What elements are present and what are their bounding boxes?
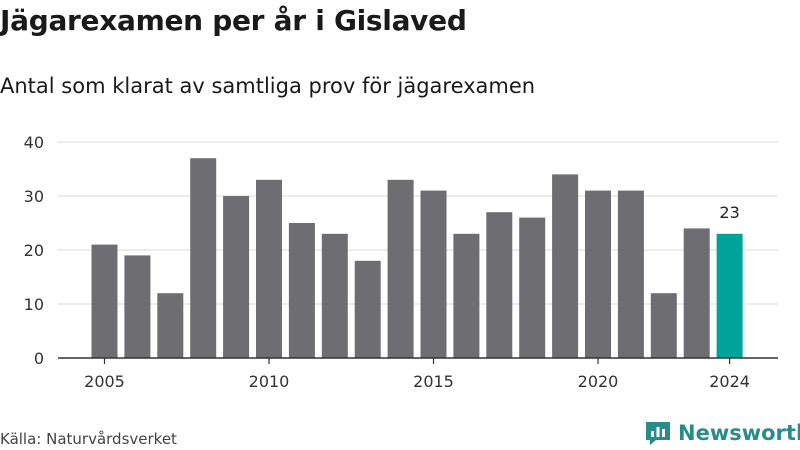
bar (256, 179, 282, 358)
data-label: 23 (719, 203, 739, 222)
newsworthy-logo-icon (646, 422, 670, 445)
chart-title: Jägarexamen per år i Gislaved (0, 4, 467, 37)
x-tick-label: 2010 (249, 372, 290, 391)
bar (288, 223, 315, 358)
chart-subtitle: Antal som klarat av samtliga prov för jä… (0, 74, 536, 98)
y-tick-label: 40 (24, 133, 44, 152)
x-tick-label: 2005 (84, 372, 125, 391)
bar (387, 179, 414, 358)
bar (683, 228, 710, 358)
y-tick-label: 10 (24, 295, 44, 314)
source-note: Källa: Naturvårdsverket (0, 430, 177, 448)
x-tick-label: 2015 (413, 372, 454, 391)
bar-chart: 0 10 20 30 40 23 2005 2010 2015 2020 2024 (24, 133, 778, 391)
bar (552, 174, 579, 358)
y-tick-label: 20 (24, 241, 44, 260)
bar (420, 190, 447, 358)
bar (91, 244, 118, 358)
bar (124, 255, 151, 358)
brand-logo: Newsworthy (644, 420, 800, 446)
y-tick-label: 0 (34, 349, 44, 368)
bar (453, 233, 480, 358)
y-tick-label: 30 (24, 187, 44, 206)
x-tick-label: 2024 (709, 372, 750, 391)
bar (617, 190, 644, 358)
bar (519, 217, 546, 358)
bar (223, 196, 250, 358)
bar (716, 233, 743, 358)
bar (354, 260, 381, 358)
bar (190, 158, 217, 358)
bar (321, 233, 348, 358)
bar (486, 212, 513, 358)
bar (157, 293, 184, 358)
x-tick-label: 2020 (578, 372, 619, 391)
bar (650, 293, 677, 358)
brand-name: Newsworthy (678, 421, 800, 445)
bar (585, 190, 611, 358)
